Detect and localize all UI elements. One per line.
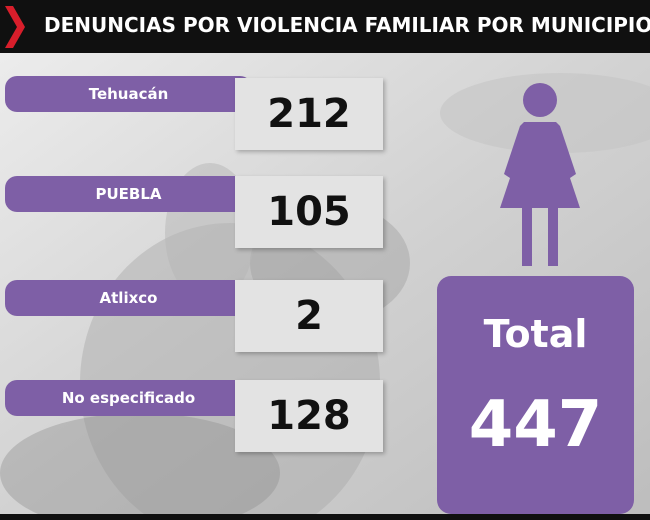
- municipality-label: PUEBLA: [5, 176, 252, 212]
- header-bar: DENUNCIAS POR VIOLENCIA FAMILIAR POR MUN…: [0, 0, 650, 53]
- municipality-value: 105: [235, 176, 383, 248]
- chevron-right-icon: [5, 6, 25, 48]
- municipality-value: 212: [235, 78, 383, 150]
- municipality-value: 128: [235, 380, 383, 452]
- municipality-label: No especificado: [5, 380, 252, 416]
- woman-icon: [500, 83, 580, 266]
- municipality-label: Tehuacán: [5, 76, 252, 112]
- municipality-label: Atlixco: [5, 280, 252, 316]
- total-card: Total 447: [437, 276, 634, 514]
- total-value: 447: [468, 388, 603, 462]
- total-label: Total: [483, 312, 588, 356]
- page-title: DENUNCIAS POR VIOLENCIA FAMILIAR POR MUN…: [44, 13, 650, 37]
- municipality-value: 2: [235, 280, 383, 352]
- bottom-bar: [0, 514, 650, 520]
